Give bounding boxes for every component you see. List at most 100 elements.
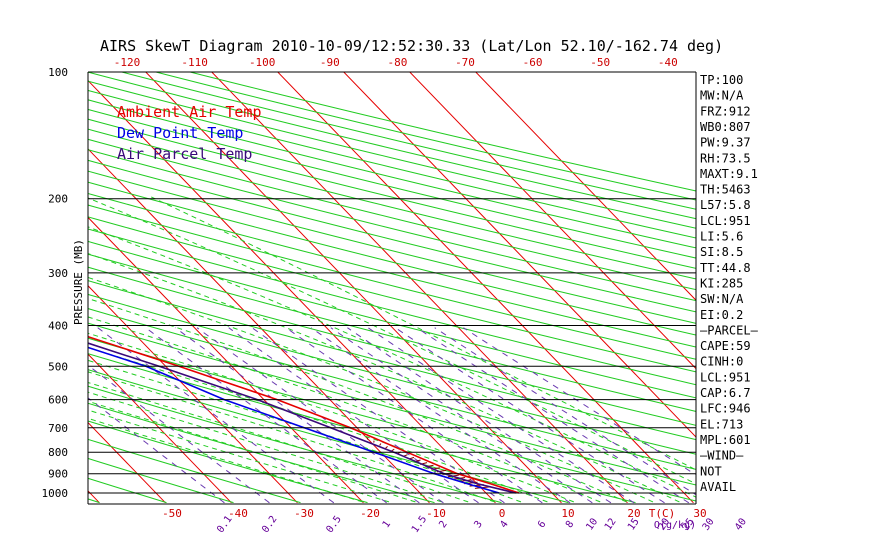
index-item: —PARCEL— — [700, 323, 759, 337]
dry-adiabat-line — [88, 181, 696, 336]
mixing-ratio-tick-label: 4 — [498, 519, 510, 530]
dry-adiabat-line — [88, 308, 696, 470]
temp-axis-label: T(C) — [649, 507, 676, 520]
moist-adiabat-line — [88, 417, 363, 503]
dry-adiabat-line — [88, 280, 696, 441]
index-item: CAP:6.7 — [700, 386, 751, 400]
dry-adiabat-line — [88, 322, 696, 486]
index-item: KI:285 — [700, 276, 743, 290]
moist-adiabat-line — [88, 371, 495, 503]
dry-adiabat-line — [88, 138, 696, 291]
moist-adiabat-line — [88, 409, 390, 503]
pressure-tick-label: 800 — [48, 446, 68, 459]
moist-adiabat-lines — [88, 196, 696, 503]
index-item: EL:713 — [700, 417, 743, 431]
mixing-ratio-tick-label: 6 — [536, 519, 548, 530]
top-temp-tick-label: -70 — [455, 56, 475, 69]
chart-title: AIRS SkewT Diagram 2010-10-09/12:52:30.3… — [100, 37, 723, 55]
mixing-ratio-line — [310, 327, 571, 504]
index-item: MAXT:9.1 — [700, 167, 758, 181]
dry-adiabat-line — [88, 337, 696, 502]
mixing-ratio-tick-label: 3 — [472, 519, 484, 530]
dry-adiabat-line — [88, 402, 435, 504]
mixing-ratio-line — [367, 327, 635, 504]
moist-adiabat-line — [88, 253, 680, 503]
isotherm-line — [88, 353, 232, 504]
legend-parcel: Air Parcel Temp — [117, 145, 252, 163]
index-item: MPL:601 — [700, 433, 751, 447]
axes — [87, 71, 697, 505]
isotherm-line — [343, 72, 696, 438]
index-item: FRZ:912 — [700, 104, 751, 118]
dry-adiabat-line — [88, 266, 696, 426]
bottom-temp-tick-label: -40 — [228, 507, 248, 520]
moist-adiabat-line — [88, 381, 469, 503]
top-temp-tick-label: -40 — [658, 56, 678, 69]
dry-adiabat-line — [88, 192, 696, 348]
dry-adiabat-line — [88, 420, 368, 504]
dry-adiabat-line — [88, 99, 696, 249]
mixing-ratio-lines — [88, 327, 696, 504]
mixing-ratio-line — [196, 327, 444, 504]
mixing-ratio-line — [251, 327, 505, 504]
index-item: TT:44.8 — [700, 261, 751, 275]
isotherm-line — [475, 72, 696, 301]
mixing-ratio-line — [228, 327, 479, 504]
dry-adiabat-line — [88, 369, 569, 504]
bottom-temp-tick-label: 10 — [561, 507, 574, 520]
isotherm-lines — [88, 72, 696, 504]
isotherm-line — [409, 72, 696, 370]
parcel-temp-line — [88, 342, 516, 494]
index-item: CINH:0 — [700, 355, 743, 369]
cape-hatch-line — [385, 446, 388, 449]
top-temp-tick-label: -120 — [114, 56, 141, 69]
index-item: LCL:951 — [700, 370, 751, 384]
isotherm-line — [145, 72, 562, 504]
mixing-ratio-line — [330, 327, 593, 504]
top-temp-tick-label: -90 — [320, 56, 340, 69]
moist-adiabat-line — [88, 226, 696, 498]
mixing-ratio-line — [88, 397, 225, 504]
dry-adiabat-line — [88, 170, 696, 324]
bottom-temp-tick-label: -20 — [360, 507, 380, 520]
dry-adiabat-line — [88, 89, 696, 239]
index-item: SI:8.5 — [700, 245, 743, 259]
pressure-tick-label: 300 — [48, 267, 68, 280]
dry-adiabat-line — [88, 385, 502, 504]
mixing-ratio-line — [395, 327, 665, 504]
index-item: L57:5.8 — [700, 198, 751, 212]
mixing-ratio-tick-label: 1 — [381, 519, 393, 530]
dry-adiabat-line — [88, 72, 696, 220]
moist-adiabat-line — [88, 297, 627, 503]
index-item: CAPE:59 — [700, 339, 751, 353]
mixing-ratio-line — [88, 364, 270, 504]
moist-adiabat-line — [88, 197, 696, 485]
index-item: SW:N/A — [700, 292, 744, 306]
index-item: RH:73.5 — [700, 151, 751, 165]
index-item: EI:0.2 — [700, 308, 743, 322]
isotherm-line — [211, 72, 628, 504]
bottom-temp-tick-label: -10 — [426, 507, 446, 520]
pressure-tick-label: 500 — [48, 360, 68, 373]
pressure-tick-label: 700 — [48, 422, 68, 435]
dry-adiabat-line — [153, 72, 696, 201]
index-item: —WIND— — [700, 449, 744, 463]
moist-adiabat-line — [88, 332, 574, 503]
legend-dewpoint: Dew Point Temp — [117, 124, 243, 142]
pressure-tick-label: 100 — [48, 66, 68, 79]
dry-adiabat-line — [119, 72, 696, 210]
pressure-tick-label: 1000 — [42, 487, 69, 500]
isotherm-line — [88, 285, 298, 504]
dry-adiabat-line — [88, 149, 696, 302]
top-temp-tick-label: -60 — [523, 56, 543, 69]
mixing-ratio-line — [285, 327, 543, 504]
mixing-ratio-line — [416, 327, 690, 504]
moist-adiabat-line — [88, 276, 654, 503]
dry-adiabat-line — [188, 72, 696, 192]
dry-adiabat-line — [88, 128, 696, 280]
bottom-temp-tick-label: 0 — [499, 507, 506, 520]
isotherm-line — [88, 421, 166, 504]
isotherm-line — [88, 148, 430, 504]
index-item: AVAIL — [700, 480, 736, 494]
